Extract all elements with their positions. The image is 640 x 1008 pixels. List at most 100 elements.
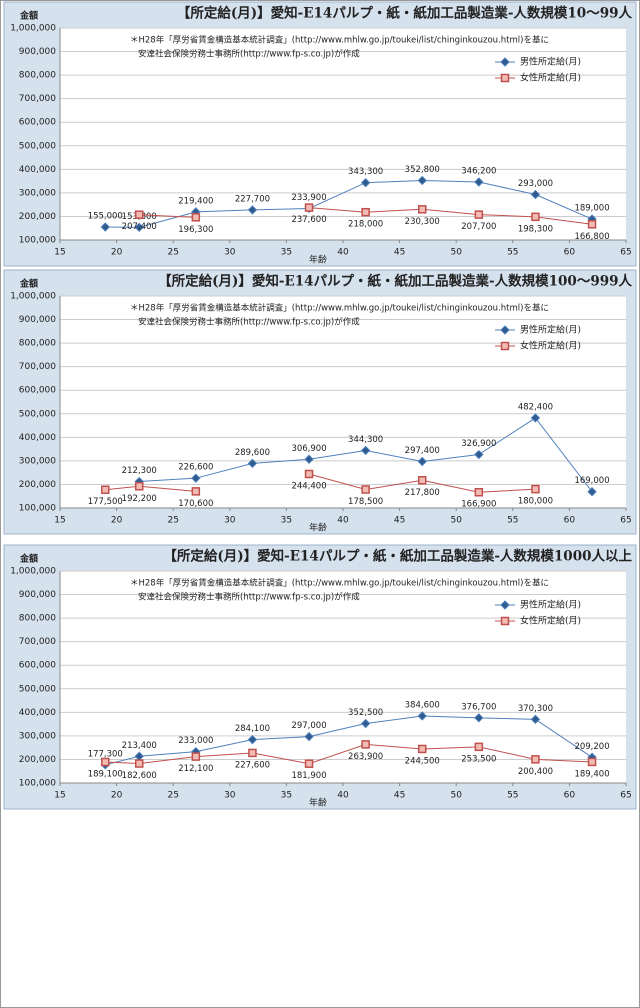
legend-marker (500, 57, 510, 67)
plot-area (60, 571, 626, 783)
point (134, 759, 144, 768)
legend-marker (500, 341, 510, 351)
value-label: 244,400 (291, 481, 326, 491)
point (247, 205, 258, 215)
x-tick-label: 35 (281, 516, 292, 526)
point (474, 210, 484, 219)
value-label: 209,200 (574, 742, 609, 752)
y-tick-label: 600,000 (19, 118, 56, 128)
point (474, 742, 484, 752)
value-label: 227,700 (235, 194, 270, 204)
point (304, 454, 314, 464)
value-label: 189,000 (574, 204, 609, 214)
point (587, 220, 597, 229)
series-line (139, 207, 593, 225)
x-tick-label: 35 (281, 248, 292, 258)
y-tick-label: 1,000,000 (10, 292, 56, 302)
point (304, 759, 314, 768)
point (100, 222, 110, 232)
x-tick-label: 50 (450, 248, 462, 258)
value-label: 227,600 (235, 760, 270, 770)
value-label: 326,900 (461, 439, 496, 449)
value-label: 166,800 (574, 232, 609, 242)
x-tick-label: 20 (111, 516, 123, 526)
x-tick-label: 45 (394, 516, 405, 526)
x-tick-label: 30 (224, 248, 236, 258)
value-label: 233,000 (178, 736, 213, 746)
x-tick-label: 15 (54, 791, 65, 801)
point (304, 469, 314, 479)
point (417, 175, 427, 186)
point (474, 487, 484, 497)
y-axis-label: 金額 (19, 10, 38, 22)
y-tick-label: 900,000 (19, 315, 56, 325)
value-label: 219,400 (178, 196, 213, 206)
point (247, 734, 258, 745)
point (191, 487, 201, 496)
value-label: 192,200 (122, 494, 157, 504)
y-tick-label: 700,000 (19, 94, 56, 104)
plot-area (60, 28, 626, 240)
value-label: 263,900 (348, 752, 383, 762)
note: 安達社会保険労務士事務所(http://www.fp-s.co.jp)が作成 (138, 592, 360, 603)
x-tick-label: 25 (167, 516, 178, 526)
value-label: 213,400 (122, 741, 157, 751)
x-tick-label: 45 (394, 791, 405, 801)
point (360, 177, 371, 188)
y-tick-label: 800,000 (19, 71, 56, 81)
value-label: 237,600 (291, 215, 326, 225)
point (191, 473, 201, 483)
point (474, 177, 484, 187)
value-label: 212,100 (178, 764, 213, 774)
point (530, 714, 541, 725)
value-label: 284,100 (235, 724, 270, 734)
x-tick-label: 15 (54, 516, 65, 526)
y-tick-label: 100,000 (19, 504, 56, 514)
x-tick-label: 25 (167, 791, 178, 801)
point (361, 740, 370, 749)
note: ＊H28年「厚労省賃金構造基本統計調査」(http://www.mhlw.go.… (130, 35, 549, 46)
value-label: 253,500 (461, 754, 496, 764)
y-tick-label: 300,000 (19, 456, 56, 466)
y-tick-label: 400,000 (19, 708, 56, 718)
point (134, 482, 144, 491)
point (191, 213, 201, 222)
point (530, 413, 541, 423)
point (417, 205, 427, 214)
value-label: 344,300 (348, 435, 383, 445)
point (101, 757, 110, 767)
x-tick-label: 50 (450, 791, 462, 801)
value-label: 343,300 (348, 167, 383, 177)
value-label: 217,800 (405, 488, 440, 498)
y-tick-label: 600,000 (19, 661, 56, 671)
point (304, 731, 314, 742)
value-label: 297,400 (405, 446, 440, 456)
point (587, 487, 597, 497)
value-label: 207,400 (122, 222, 157, 232)
x-axis-label: 年齢 (309, 254, 327, 266)
value-label: 180,000 (518, 497, 553, 507)
point (530, 189, 541, 200)
y-tick-label: 1,000,000 (10, 567, 56, 577)
value-label: 198,300 (518, 224, 553, 234)
legend-label: 男性所定給(月) (520, 599, 581, 611)
point (417, 744, 427, 754)
x-tick-label: 20 (111, 791, 123, 801)
point (361, 207, 370, 217)
series-line (105, 743, 593, 765)
value-label: 289,600 (235, 448, 270, 458)
legend-label: 女性所定給(月) (520, 615, 581, 627)
plot-area (60, 296, 626, 508)
y-tick-label: 200,000 (19, 480, 56, 490)
point (101, 485, 110, 494)
legend-label: 女性所定給(月) (520, 72, 581, 84)
note: 安達社会保険労務士事務所(http://www.fp-s.co.jp)が作成 (138, 49, 360, 60)
point (417, 456, 427, 467)
y-tick-label: 700,000 (19, 362, 56, 372)
x-tick-label: 30 (224, 516, 236, 526)
x-tick-label: 60 (564, 248, 576, 258)
y-tick-label: 200,000 (19, 755, 56, 765)
point (191, 752, 201, 761)
y-tick-label: 900,000 (19, 590, 56, 600)
value-label: 384,600 (405, 700, 440, 710)
